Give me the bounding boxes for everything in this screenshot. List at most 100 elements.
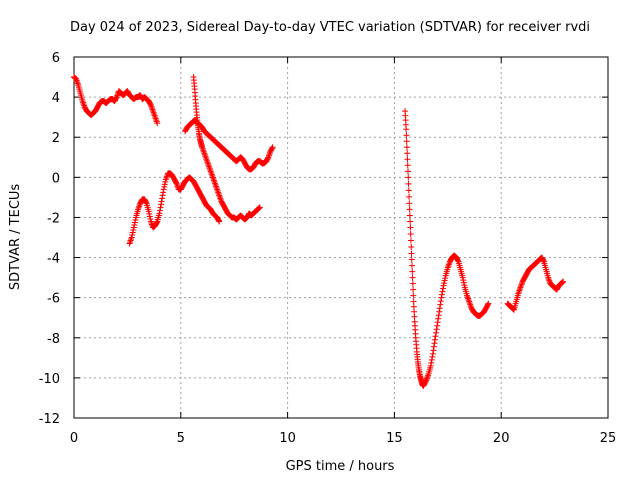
x-tick-label: 0 bbox=[70, 431, 78, 446]
data-point bbox=[255, 205, 262, 212]
data-point bbox=[433, 329, 440, 336]
data-point bbox=[459, 274, 466, 281]
data-point bbox=[216, 218, 223, 225]
x-tick-label: 5 bbox=[177, 431, 185, 446]
data-point bbox=[403, 126, 410, 133]
data-point bbox=[434, 319, 441, 326]
axis-ticks: 0 5 10 15 20 25 -12 -10 -8 -6 -4 -2 0 2 4 6 bbox=[39, 51, 617, 446]
data-point bbox=[559, 279, 566, 286]
data-point bbox=[131, 221, 138, 228]
data-point bbox=[430, 343, 437, 350]
data-point bbox=[461, 282, 468, 289]
data-point bbox=[409, 268, 416, 275]
data-point bbox=[160, 189, 167, 196]
y-tick-label: -6 bbox=[47, 292, 60, 307]
data-point bbox=[437, 298, 444, 305]
data-point bbox=[215, 217, 222, 224]
data-point bbox=[438, 291, 445, 298]
data-point bbox=[428, 356, 435, 363]
data-point bbox=[441, 280, 448, 287]
data-point bbox=[407, 218, 414, 225]
data-point bbox=[409, 262, 416, 269]
data-point bbox=[264, 155, 271, 162]
data-point bbox=[439, 288, 446, 295]
data-point bbox=[560, 278, 567, 285]
data-point bbox=[408, 244, 415, 251]
data-point bbox=[130, 226, 137, 233]
y-tick-label: 6 bbox=[52, 51, 60, 66]
data-point bbox=[128, 234, 135, 241]
data-point bbox=[172, 179, 179, 186]
data-point bbox=[406, 200, 413, 207]
data-point bbox=[406, 212, 413, 219]
data-point bbox=[160, 186, 167, 193]
data-point bbox=[422, 377, 429, 384]
data-point bbox=[161, 181, 168, 188]
data-point bbox=[404, 150, 411, 157]
data-point bbox=[256, 204, 263, 211]
data-point bbox=[146, 213, 153, 220]
data-point bbox=[157, 204, 164, 211]
data-point bbox=[427, 362, 434, 369]
data-point bbox=[156, 210, 163, 217]
data-point bbox=[410, 298, 417, 305]
data-point bbox=[127, 237, 134, 244]
series-arc-5 bbox=[402, 108, 492, 389]
data-point bbox=[408, 256, 415, 263]
series-arc-1 bbox=[71, 74, 161, 127]
data-point bbox=[407, 224, 414, 231]
data-point bbox=[405, 187, 412, 194]
data-point bbox=[406, 193, 413, 200]
data-point bbox=[431, 336, 438, 343]
data-points bbox=[71, 74, 567, 389]
data-point bbox=[147, 215, 154, 222]
data-point bbox=[129, 231, 136, 238]
grid-lines bbox=[74, 57, 608, 418]
data-point bbox=[403, 144, 410, 151]
plot-frame bbox=[73, 56, 609, 419]
data-point bbox=[153, 219, 160, 226]
y-axis-label: SDTVAR / TECUs bbox=[8, 184, 23, 291]
data-point bbox=[407, 230, 414, 237]
data-point bbox=[460, 277, 467, 284]
data-point bbox=[158, 198, 165, 205]
data-point bbox=[408, 250, 415, 257]
data-point bbox=[161, 183, 168, 190]
y-tick-label: 4 bbox=[52, 91, 60, 106]
data-point bbox=[454, 257, 461, 264]
x-tick-label: 20 bbox=[493, 431, 510, 446]
series-arc-4 bbox=[182, 118, 276, 173]
data-point bbox=[154, 120, 161, 127]
data-point bbox=[428, 359, 435, 366]
data-point bbox=[162, 178, 169, 185]
data-point bbox=[403, 132, 410, 139]
y-tick-label: -12 bbox=[39, 412, 60, 427]
data-point bbox=[411, 308, 418, 315]
y-tick-label: -8 bbox=[47, 332, 60, 347]
data-point bbox=[485, 300, 492, 307]
data-point bbox=[442, 275, 449, 282]
data-point bbox=[559, 279, 566, 286]
data-point bbox=[410, 286, 417, 293]
data-point bbox=[147, 101, 154, 108]
data-point bbox=[405, 174, 412, 181]
data-point bbox=[435, 315, 442, 322]
data-point bbox=[410, 303, 417, 310]
y-tick-label: -10 bbox=[39, 372, 60, 387]
data-point bbox=[146, 210, 153, 217]
x-tick-label: 15 bbox=[386, 431, 403, 446]
data-point bbox=[159, 192, 166, 199]
data-point bbox=[159, 195, 166, 202]
data-point bbox=[432, 333, 439, 340]
data-point bbox=[269, 144, 276, 151]
data-point bbox=[145, 208, 152, 215]
data-point bbox=[441, 277, 448, 284]
y-tick-label: 0 bbox=[52, 171, 60, 186]
data-point bbox=[460, 279, 467, 286]
data-point bbox=[406, 206, 413, 213]
y-tick-label: -2 bbox=[47, 211, 60, 226]
data-point bbox=[407, 237, 414, 244]
data-point bbox=[143, 199, 150, 206]
x-tick-label: 25 bbox=[600, 431, 617, 446]
